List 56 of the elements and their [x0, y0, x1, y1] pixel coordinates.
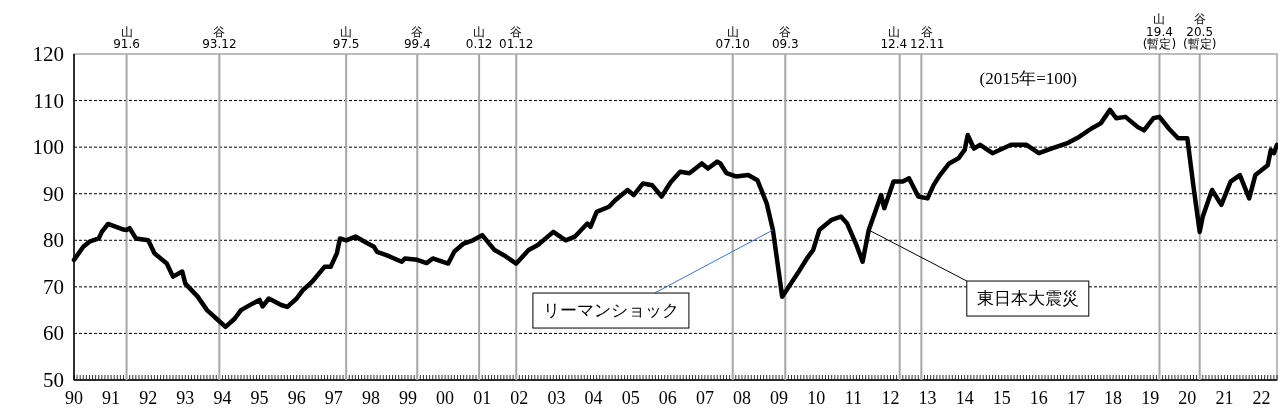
x-tick-label: 91: [102, 388, 121, 408]
x-tick-label: 04: [584, 388, 603, 408]
y-tick-label: 90: [43, 181, 64, 206]
ref-line-label: 山 91.6: [113, 24, 140, 51]
x-tick-label: 15: [992, 388, 1011, 408]
y-tick-label: 120: [32, 42, 64, 66]
x-tick-label: 14: [955, 388, 974, 408]
x-tick-label: 02: [510, 388, 529, 408]
ref-line-label: 谷 20.5 (暫定): [1183, 12, 1217, 51]
y-tick-label: 100: [32, 135, 64, 160]
y-tick-label: 70: [43, 274, 64, 299]
annotation: リーマンショック: [542, 301, 679, 321]
x-tick-label: 17: [1066, 388, 1085, 408]
ref-line-label: 谷 99.4: [403, 24, 431, 51]
ref-line-label: 山 97.5: [332, 24, 360, 51]
x-tick-label: 98: [361, 388, 380, 408]
x-tick-label: 95: [250, 388, 269, 408]
x-tick-label: 93: [176, 388, 195, 408]
x-tick-label: 13: [918, 388, 937, 408]
x-tick-label: 20: [1178, 388, 1197, 408]
x-tick-label: 21: [1215, 388, 1234, 408]
x-tick-label: 22: [1252, 388, 1271, 408]
y-tick-label: 110: [33, 88, 64, 113]
ref-line-label: 山 19.4 (暫定): [1142, 12, 1177, 51]
annotation: 東日本大震災: [976, 289, 1079, 309]
x-tick-label: 05: [621, 388, 640, 408]
x-tick-label: 00: [436, 388, 455, 408]
x-tick-label: 90: [65, 388, 83, 408]
x-tick-label: 92: [139, 388, 158, 408]
ref-line-label: 山 07.10: [715, 24, 750, 51]
x-tick-label: 01: [473, 388, 492, 408]
x-tick-label: 99: [398, 388, 417, 408]
ref-line-label: 谷 01.12: [499, 24, 534, 51]
annotation: (2015年=100): [979, 69, 1077, 88]
x-tick-label: 09: [770, 388, 789, 408]
x-tick-label: 06: [658, 388, 677, 408]
x-tick-label: 10: [807, 388, 826, 408]
x-tick-label: 11: [844, 388, 862, 408]
y-tick-label: 80: [43, 228, 64, 253]
ref-line-label: 山 12.4: [880, 24, 908, 51]
x-tick-label: 18: [1104, 388, 1123, 408]
x-tick-label: 96: [287, 388, 306, 408]
ref-line-label: 山 0.12: [465, 24, 493, 51]
y-tick-label: 60: [43, 321, 64, 346]
x-tick-label: 07: [695, 388, 714, 408]
x-tick-label: 12: [881, 388, 900, 408]
x-tick-label: 16: [1029, 388, 1048, 408]
x-tick-label: 97: [324, 388, 343, 408]
x-tick-label: 19: [1141, 388, 1160, 408]
x-tick-label: 94: [213, 388, 232, 408]
ref-line-label: 谷 93.12: [202, 24, 237, 51]
y-tick-label: 50: [43, 368, 64, 392]
ref-line-label: 谷 09.3: [771, 24, 799, 51]
x-tick-label: 08: [732, 388, 751, 408]
x-tick-label: 03: [547, 388, 566, 408]
ref-line-label: 谷 12.11: [910, 24, 945, 51]
